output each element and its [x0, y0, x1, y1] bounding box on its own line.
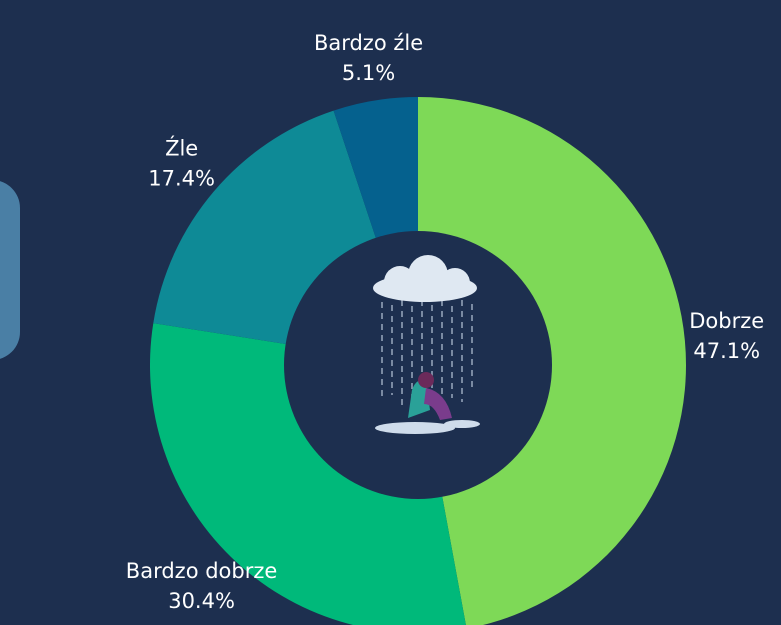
value-label: 17.4% [148, 166, 215, 190]
side-panel [0, 180, 20, 360]
slice-label: Bardzo źle [314, 31, 423, 55]
value-label: 30.4% [168, 589, 235, 613]
slice-label: Źle [165, 135, 198, 160]
slice-label: Bardzo dobrze [126, 559, 278, 583]
slice-label: Dobrze [689, 309, 764, 333]
value-label: 47.1% [693, 339, 760, 363]
value-label: 5.1% [342, 61, 395, 85]
chart: Dobrze 47.1% Bardzo dobrze 30.4% Źle 17.4% Bar… [0, 0, 781, 625]
